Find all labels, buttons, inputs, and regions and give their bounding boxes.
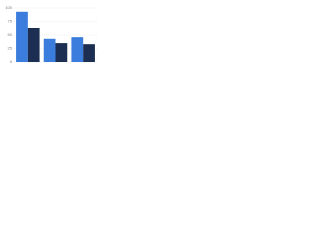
page: {"chart_data": {"type": "bar", "categori… — [0, 0, 100, 71]
bar — [71, 37, 84, 62]
bar — [43, 38, 56, 62]
bar — [83, 44, 95, 62]
y-tick-label: 75 — [8, 19, 13, 24]
chart: 0 25 50 75 100 — [5, 5, 97, 64]
bar — [55, 43, 68, 62]
y-tick-label: 25 — [8, 46, 13, 51]
y-tick-label: 0 — [10, 59, 13, 64]
bar — [27, 27, 40, 62]
bar — [16, 11, 28, 63]
y-tick-label: 50 — [8, 32, 13, 37]
y-tick-label: 100 — [5, 5, 12, 10]
